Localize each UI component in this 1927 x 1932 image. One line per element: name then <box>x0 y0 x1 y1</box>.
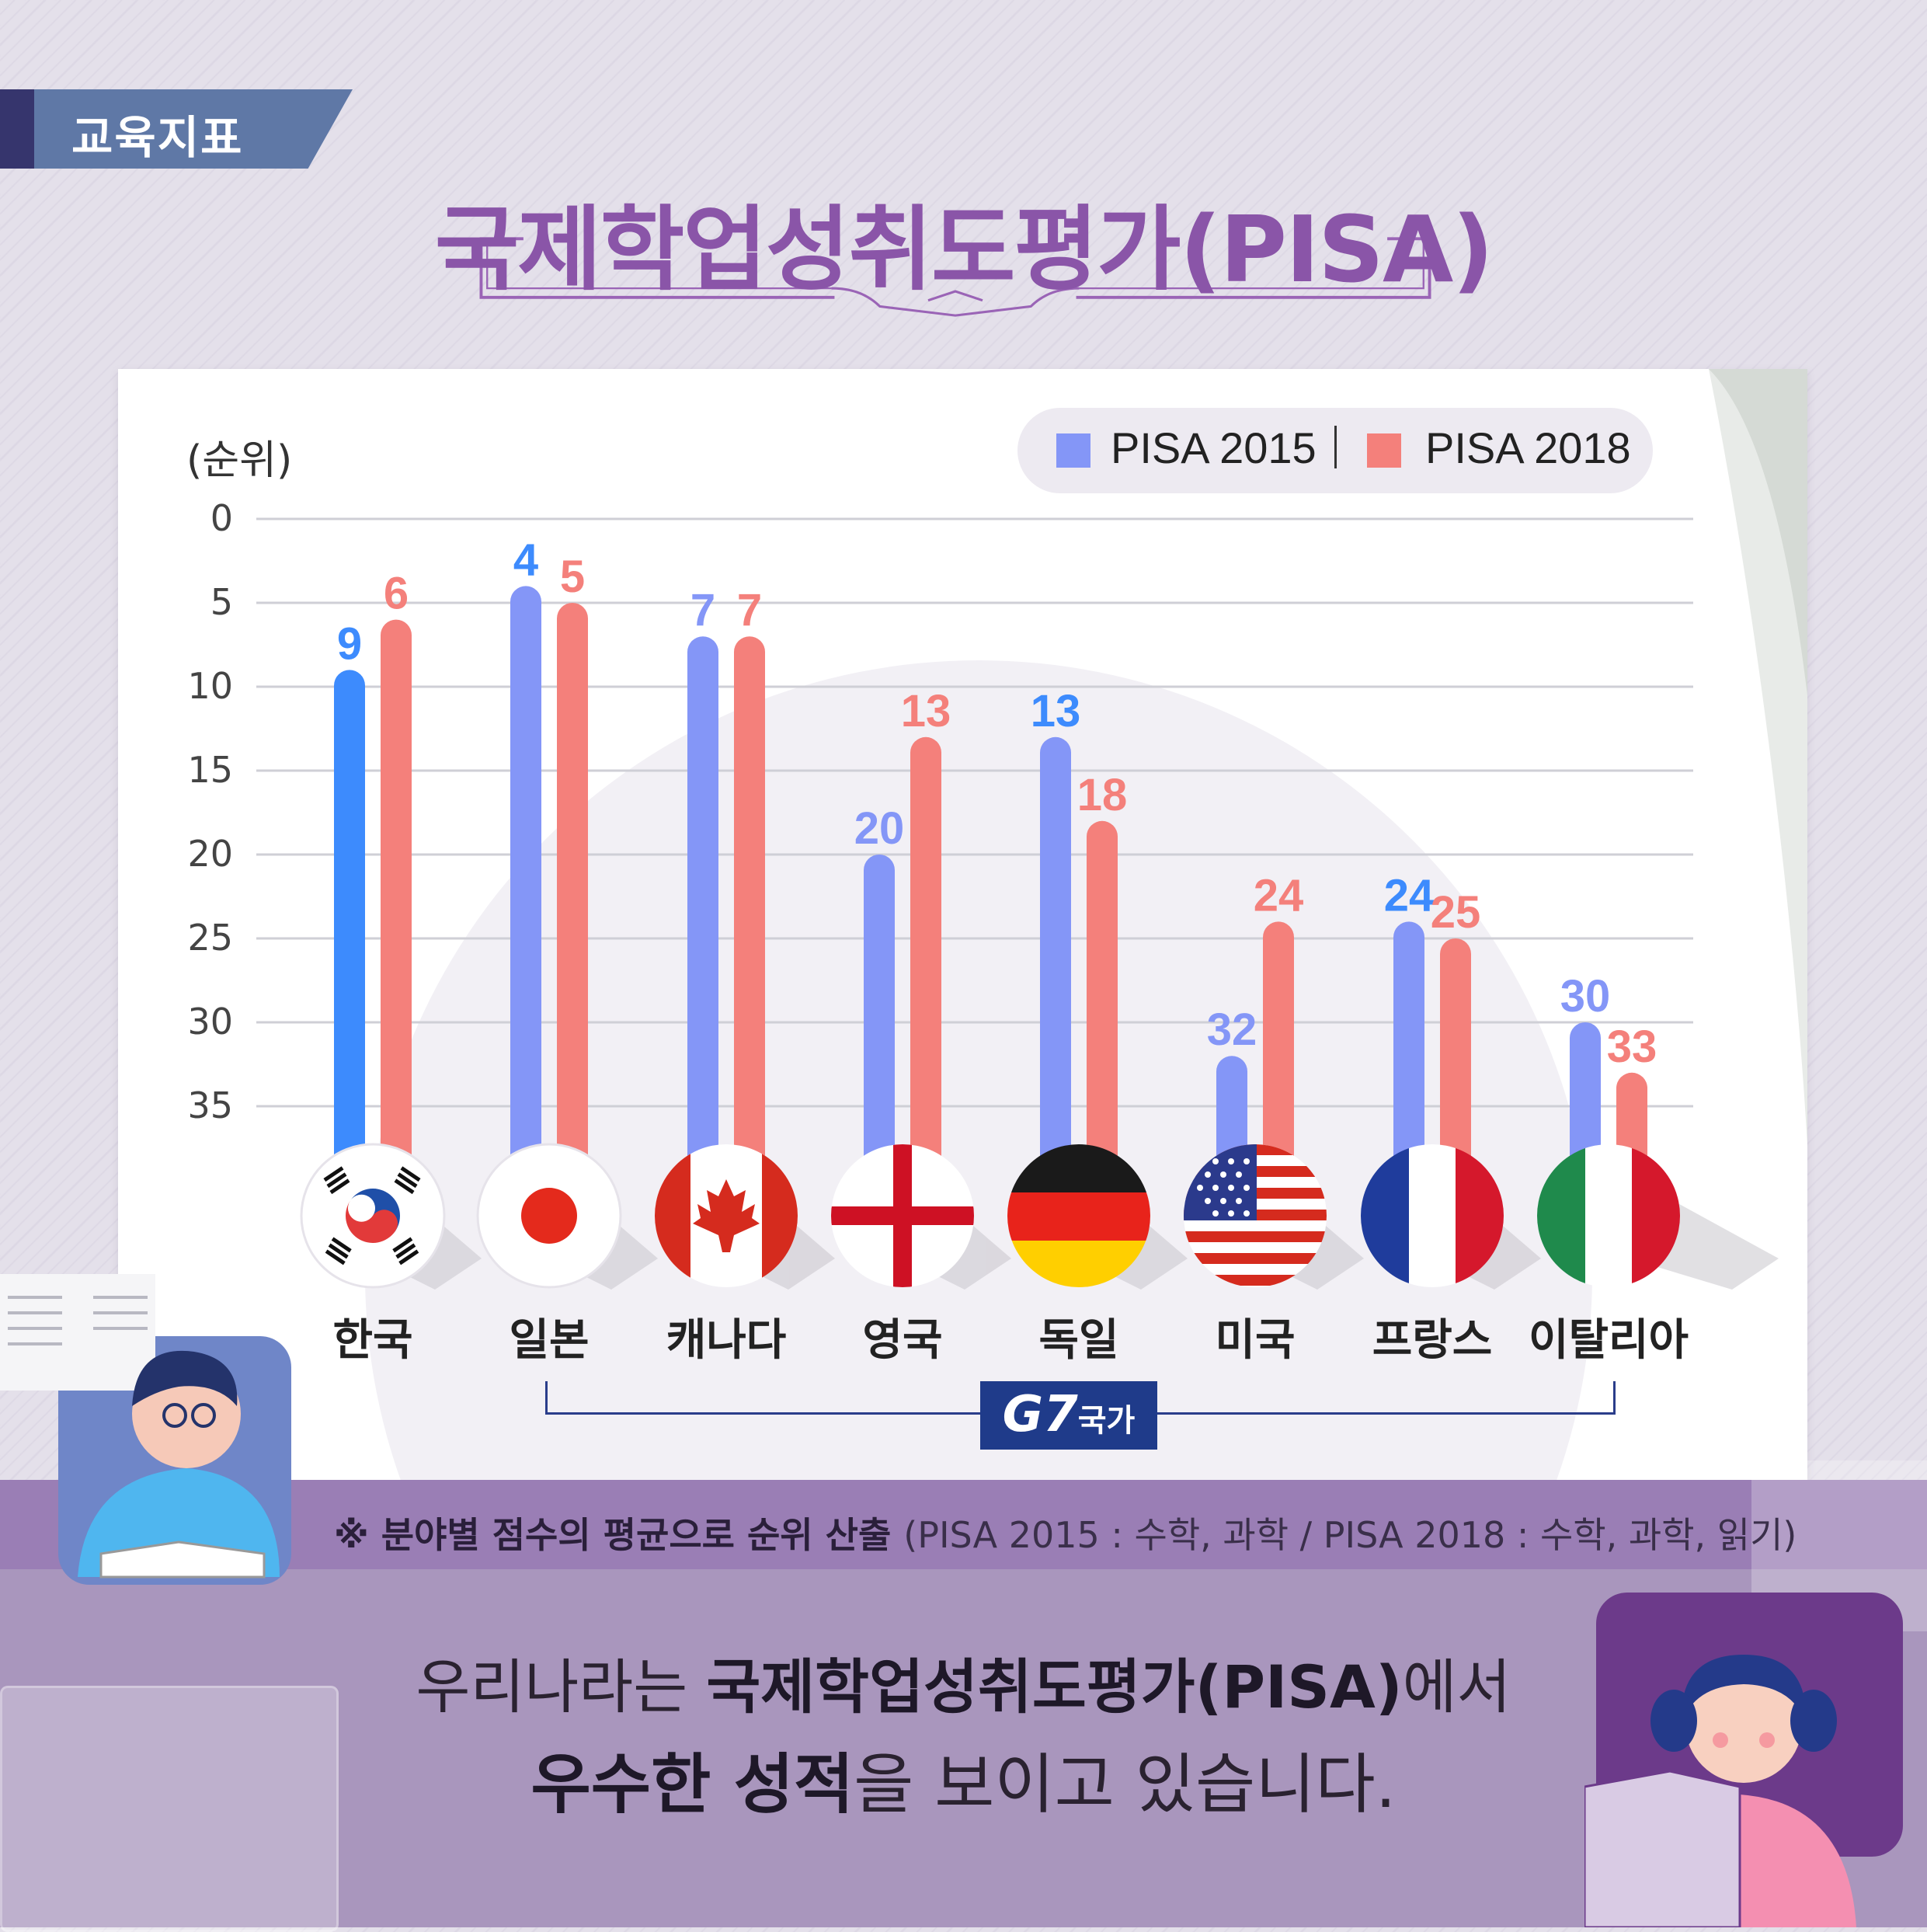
message-1b: 국제학업성취도평가(PISA) <box>706 1652 1403 1721</box>
message-2b: 을 보이고 있습니다. <box>854 1746 1397 1822</box>
boy-reading-illustration <box>0 1274 291 1585</box>
value-label-2018-0: 6 <box>384 569 409 619</box>
country-label-uk: 영국 <box>862 1315 943 1366</box>
y-axis-label: (순위) <box>186 437 293 484</box>
canada-flag-icon <box>655 1144 798 1287</box>
legend-swatch-2018 <box>1367 433 1401 468</box>
y-tick-label: 15 <box>187 749 233 791</box>
bar-2015-3 <box>864 855 895 1165</box>
value-label-2015-1: 4 <box>513 534 538 585</box>
tag-accent-bar <box>0 89 34 169</box>
value-label-2018-2: 7 <box>737 585 762 635</box>
bar-2018-5 <box>1263 921 1294 1165</box>
footnote: ※ 분야별 점수의 평균으로 순위 산출 (PISA 2015 : 수학, 과학… <box>334 1507 1797 1558</box>
value-label-2015-7: 30 <box>1560 971 1611 1022</box>
title-frame <box>479 237 1431 317</box>
bar-2018-4 <box>1087 820 1118 1165</box>
note-band <box>0 1480 1927 1569</box>
country-label-japan: 일본 <box>509 1315 590 1366</box>
bar-2015-4 <box>1040 736 1071 1165</box>
y-tick-label: 20 <box>187 833 233 875</box>
france-flag-icon <box>1361 1144 1504 1287</box>
country-label-korea: 한국 <box>332 1315 413 1366</box>
g7-badge <box>980 1381 1157 1450</box>
page-title: 국제학업성취도평가(PISA) <box>434 196 1494 303</box>
legend-label-2015: PISA 2015 <box>1111 423 1317 472</box>
g7-suffix: 국가 <box>1077 1403 1136 1439</box>
bar-2018-6 <box>1440 938 1471 1165</box>
girl-reading-illustration <box>1584 1593 1903 1927</box>
usa-flag-icon <box>1184 1144 1327 1287</box>
bar-2015-6 <box>1393 921 1424 1165</box>
bar-2018-0 <box>381 619 412 1165</box>
value-label-2015-6: 24 <box>1384 870 1435 921</box>
bar-2015-7 <box>1570 1022 1601 1165</box>
value-label-2015-2: 7 <box>690 585 715 635</box>
japan-flag-icon <box>476 1143 622 1289</box>
message-1c: 에서 <box>1402 1652 1511 1721</box>
value-label-2018-6: 25 <box>1431 887 1481 938</box>
country-label-germany: 독일 <box>1038 1315 1119 1366</box>
england-flag-icon <box>831 1144 974 1287</box>
value-label-2015-0: 9 <box>337 618 362 669</box>
category-tag-label: 교육지표 <box>71 111 244 164</box>
y-tick-label: 5 <box>210 581 233 623</box>
bar-2015-0 <box>334 670 365 1165</box>
g7-text: G7 <box>1002 1386 1078 1443</box>
g7-label: G7국가 <box>980 1386 1157 1443</box>
value-label-2015-4: 13 <box>1031 686 1081 736</box>
bar-2015-5 <box>1216 1056 1247 1165</box>
bar-2018-3 <box>910 736 941 1165</box>
legend-swatch-2015 <box>1056 433 1090 468</box>
y-tick-label: 10 <box>187 665 233 707</box>
country-label-usa: 미국 <box>1215 1315 1296 1366</box>
y-tick-label: 30 <box>187 1001 233 1043</box>
y-tick-label: 35 <box>187 1084 233 1126</box>
country-label-italy: 이탈리아 <box>1528 1315 1689 1366</box>
value-label-2018-1: 5 <box>560 552 585 602</box>
value-label-2015-5: 32 <box>1207 1004 1257 1055</box>
message-2a: 우수한 성적 <box>530 1746 854 1822</box>
bar-2015-2 <box>687 636 718 1165</box>
bar-2015-1 <box>510 586 541 1165</box>
category-tag <box>34 89 353 169</box>
footnote-detail: (PISA 2015 : 수학, 과학 / PISA 2018 : 수학, 과학… <box>903 1514 1797 1556</box>
legend-label-2018: PISA 2018 <box>1425 423 1631 472</box>
korea-flag-icon <box>300 1143 446 1289</box>
page-curl-decoration <box>1709 369 1807 1146</box>
message-line-2: 우수한 성적을 보이고 있습니다. <box>0 1732 1927 1826</box>
value-label-2015-3: 20 <box>854 803 905 854</box>
bar-2018-1 <box>557 603 588 1165</box>
italy-flag-icon <box>1537 1144 1680 1287</box>
message-line-1: 우리나라는 국제학업성취도평가(PISA)에서 <box>0 1639 1927 1725</box>
value-label-2018-4: 18 <box>1077 770 1128 820</box>
y-tick-label: 0 <box>210 497 233 539</box>
footnote-main: ※ 분야별 점수의 평균으로 순위 산출 <box>334 1514 892 1556</box>
country-label-canada: 캐나다 <box>666 1315 787 1366</box>
country-label-france: 프랑스 <box>1372 1315 1493 1366</box>
bar-2018-7 <box>1616 1072 1647 1165</box>
legend-separator <box>1334 426 1337 468</box>
value-label-2018-3: 13 <box>901 686 951 736</box>
value-label-2018-5: 24 <box>1254 870 1304 921</box>
y-tick-label: 25 <box>187 917 233 959</box>
bar-2018-2 <box>734 636 765 1165</box>
value-label-2018-7: 33 <box>1607 1022 1657 1072</box>
message-1a: 우리나라는 <box>416 1652 707 1721</box>
